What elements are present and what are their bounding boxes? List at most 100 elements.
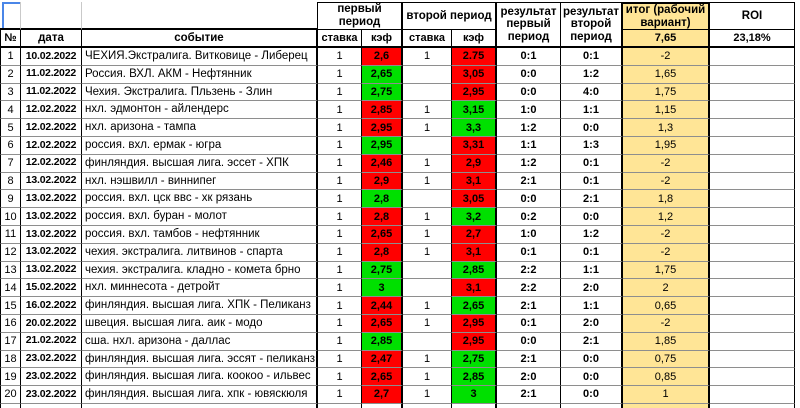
cell-odds1[interactable]: 2,47: [362, 350, 403, 369]
cell-total[interactable]: -2: [623, 154, 710, 173]
cell-stake1[interactable]: 1: [318, 172, 362, 191]
cell-roi[interactable]: [710, 332, 795, 351]
cell-result2[interactable]: 2:1: [561, 190, 623, 209]
cell-partial[interactable]: [82, 403, 318, 408]
cell-result1[interactable]: 1:2: [497, 154, 561, 173]
cell-odds1[interactable]: 2,95: [362, 119, 403, 137]
cell-date[interactable]: 13.02.2022: [21, 190, 82, 209]
cell-odds2[interactable]: 3,3: [452, 119, 497, 137]
cell-num[interactable]: 1: [0, 48, 21, 66]
cell-num[interactable]: 10: [0, 208, 21, 226]
cell-result2[interactable]: 0:0: [561, 208, 623, 226]
cell-odds2[interactable]: 3,1: [452, 172, 497, 191]
cell-event[interactable]: россия. вхл. ермак - югра: [82, 136, 318, 155]
cell-stake1[interactable]: 1: [318, 136, 362, 155]
cell-stake1[interactable]: 1: [318, 314, 362, 333]
cell-stake1[interactable]: 1: [318, 261, 362, 280]
cell-odds2[interactable]: 2,9: [452, 154, 497, 173]
cell-odds2[interactable]: 2,85: [452, 261, 497, 280]
cell-stake2[interactable]: 1: [403, 172, 452, 191]
cell-result1[interactable]: 1:0: [497, 101, 561, 120]
cell-total[interactable]: 2: [623, 279, 710, 298]
cell-stake2[interactable]: 1: [403, 368, 452, 387]
cell-odds2[interactable]: 2,65: [452, 297, 497, 315]
cell-roi[interactable]: [710, 297, 795, 315]
cell-date[interactable]: 13.02.2022: [21, 225, 82, 244]
cell-stake2[interactable]: [403, 279, 452, 298]
cell-result1[interactable]: 0:0: [497, 332, 561, 351]
cell-event[interactable]: финляндия. высшая лига. эссят - пеликанз: [82, 350, 318, 369]
cell-odds1[interactable]: 2,85: [362, 101, 403, 120]
cell-odds1[interactable]: 2,85: [362, 332, 403, 351]
cell-event[interactable]: чехия. экстралига. литвинов - спарта: [82, 243, 318, 262]
cell-roi[interactable]: [710, 83, 795, 102]
cell-odds1[interactable]: 2,75: [362, 261, 403, 280]
cell-stake2[interactable]: [403, 190, 452, 209]
cell-stake2[interactable]: 1: [403, 101, 452, 120]
cell-total[interactable]: 1,75: [623, 261, 710, 280]
cell-stake1[interactable]: 1: [318, 119, 362, 137]
cell-event[interactable]: финляндия. высшая лига. коокоо - ильвес: [82, 368, 318, 387]
cell-stake1[interactable]: 1: [318, 297, 362, 315]
cell-stake2[interactable]: [403, 136, 452, 155]
cell-result1[interactable]: 0:1: [497, 243, 561, 262]
cell-roi[interactable]: [710, 65, 795, 84]
cell-odds2[interactable]: 2,85: [452, 368, 497, 387]
cell-total[interactable]: -2: [623, 172, 710, 191]
cell-num[interactable]: 20: [0, 386, 21, 404]
cell-num[interactable]: 19: [0, 368, 21, 387]
cell-odds1[interactable]: 2,65: [362, 65, 403, 84]
cell-result2[interactable]: 1:1: [561, 261, 623, 280]
cell-date[interactable]: 10.02.2022: [21, 48, 82, 66]
cell-odds2[interactable]: 2,75: [452, 350, 497, 369]
cell-date[interactable]: 20.02.2022: [21, 314, 82, 333]
cell-event[interactable]: нхл. эдмонтон - айлендерс: [82, 101, 318, 120]
cell-num[interactable]: 9: [0, 190, 21, 209]
cell-partial[interactable]: [0, 403, 21, 408]
cell-total[interactable]: 1,65: [623, 65, 710, 84]
cell-result2[interactable]: 1:2: [561, 225, 623, 244]
cell-stake1[interactable]: 1: [318, 332, 362, 351]
cell-odds1[interactable]: 2,95: [362, 136, 403, 155]
cell-roi[interactable]: [710, 386, 795, 404]
roi-value[interactable]: 23,18%: [710, 30, 795, 48]
cell-result2[interactable]: 1:3: [561, 136, 623, 155]
cell-num[interactable]: 12: [0, 243, 21, 262]
cell-roi[interactable]: [710, 136, 795, 155]
cell-odds1[interactable]: 2,8: [362, 243, 403, 262]
cell-total[interactable]: 1,15: [623, 101, 710, 120]
cell-date[interactable]: 11.02.2022: [21, 83, 82, 102]
cell-total[interactable]: 1,95: [623, 136, 710, 155]
cell-stake1[interactable]: 1: [318, 243, 362, 262]
cell-num[interactable]: 15: [0, 297, 21, 315]
cell-roi[interactable]: [710, 154, 795, 173]
cell-stake2[interactable]: 1: [403, 243, 452, 262]
cell-date[interactable]: 12.02.2022: [21, 101, 82, 120]
cell-odds2[interactable]: 3,15: [452, 101, 497, 120]
cell-event[interactable]: Чехия. Экстралига. Пльзень - Злин: [82, 83, 318, 102]
cell-result2[interactable]: 0:0: [561, 350, 623, 369]
cell-odds1[interactable]: 3: [362, 279, 403, 298]
cell-total[interactable]: 0,75: [623, 350, 710, 369]
cell-stake2[interactable]: [403, 332, 452, 351]
cell-date[interactable]: 15.02.2022: [21, 279, 82, 298]
cell-total[interactable]: -2: [623, 48, 710, 66]
cell-odds1[interactable]: 2,7: [362, 386, 403, 404]
cell-date[interactable]: 12.02.2022: [21, 119, 82, 137]
cell-odds2[interactable]: 3,31: [452, 136, 497, 155]
cell-odds2[interactable]: 3,05: [452, 190, 497, 209]
cell-odds1[interactable]: 2,75: [362, 83, 403, 102]
cell-roi[interactable]: [710, 350, 795, 369]
cell-result2[interactable]: 0:0: [561, 119, 623, 137]
cell-result1[interactable]: 2:2: [497, 279, 561, 298]
cell-total[interactable]: 1,85: [623, 332, 710, 351]
cell-result1[interactable]: 0:0: [497, 65, 561, 84]
cell-stake2[interactable]: [403, 65, 452, 84]
cell-total[interactable]: 0,85: [623, 368, 710, 387]
cell-num[interactable]: 16: [0, 314, 21, 333]
cell-odds2[interactable]: 2,7: [452, 225, 497, 244]
cell-num[interactable]: 3: [0, 83, 21, 102]
cell-num[interactable]: 2: [0, 65, 21, 84]
cell-result2[interactable]: 2:0: [561, 279, 623, 298]
cell-event[interactable]: швеция. высшая лига. аик - модо: [82, 314, 318, 333]
